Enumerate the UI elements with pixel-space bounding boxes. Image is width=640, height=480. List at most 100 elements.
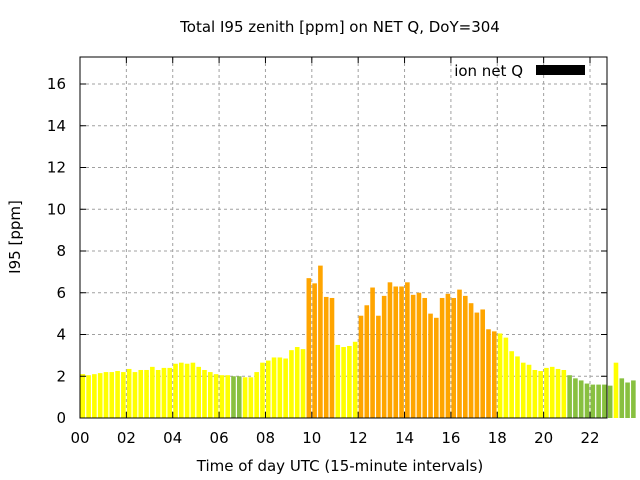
bar	[329, 297, 335, 418]
bar	[486, 329, 491, 418]
legend-swatch	[536, 65, 585, 75]
bar	[503, 337, 509, 418]
bar	[526, 364, 532, 418]
bar	[613, 362, 619, 418]
x-tick-label: 08	[256, 429, 275, 447]
x-tick-label: 00	[70, 429, 89, 447]
bar	[561, 369, 567, 418]
bar	[260, 362, 265, 418]
x-tick-label: 16	[441, 429, 460, 447]
x-tick-label: 14	[395, 429, 414, 447]
x-tick-label: 20	[534, 429, 553, 447]
bar	[231, 376, 236, 418]
bar	[144, 369, 149, 418]
chart-title: Total I95 zenith [ppm] on NET Q, DoY=304	[179, 18, 500, 36]
bar	[370, 287, 375, 418]
bar	[405, 282, 410, 418]
bar	[196, 366, 202, 418]
bar	[515, 356, 520, 418]
bar	[323, 296, 329, 418]
bar	[150, 366, 155, 418]
bar	[364, 305, 370, 418]
bar	[480, 309, 485, 418]
y-axis-ticks: 0 2 4 6 8 10 12 14 16	[47, 75, 607, 427]
x-tick-label: 04	[163, 429, 182, 447]
bar	[474, 312, 480, 418]
bar	[596, 384, 601, 418]
bar	[242, 377, 248, 418]
bar	[509, 351, 514, 418]
bar	[225, 375, 230, 418]
bar	[451, 297, 457, 418]
x-tick-label: 02	[117, 429, 136, 447]
x-tick-label: 22	[580, 429, 599, 447]
bar	[445, 293, 451, 418]
bar	[497, 333, 503, 418]
y-tick-label: 2	[56, 367, 66, 385]
bar	[434, 317, 439, 418]
bar	[306, 278, 312, 418]
bar	[161, 367, 167, 418]
bar	[584, 383, 590, 418]
bar	[625, 382, 630, 418]
bar	[219, 375, 225, 418]
x-axis-ticks: 00 02 04 06 08 10 12 14 16 18 20 22	[70, 57, 600, 447]
y-tick-label: 4	[56, 326, 66, 344]
y-axis-label: I95 [ppm]	[6, 200, 24, 274]
bar	[602, 384, 607, 418]
bar	[283, 358, 288, 418]
bar	[457, 289, 462, 418]
y-tick-label: 6	[56, 284, 66, 302]
bar	[115, 371, 120, 418]
x-tick-label: 18	[488, 429, 507, 447]
bar	[97, 373, 103, 418]
legend-label: ion net Q	[454, 62, 523, 80]
bar	[121, 372, 126, 418]
y-tick-label: 8	[56, 242, 66, 260]
bar	[376, 315, 381, 418]
bar	[236, 376, 242, 418]
bar	[468, 303, 474, 418]
bar	[491, 331, 497, 418]
bar	[387, 282, 393, 418]
bar	[347, 345, 352, 418]
bar	[271, 357, 277, 418]
grid-lines	[80, 57, 607, 418]
bar	[184, 363, 190, 418]
bar	[335, 344, 341, 418]
bar	[86, 375, 91, 418]
bar	[422, 297, 428, 418]
bar	[248, 377, 254, 418]
bar	[265, 360, 271, 418]
bar	[312, 283, 317, 418]
bar	[300, 349, 306, 418]
bar	[520, 362, 526, 418]
bar	[416, 292, 422, 418]
bar	[381, 295, 387, 418]
bar	[254, 372, 259, 418]
bar	[126, 368, 132, 418]
bar	[393, 286, 399, 418]
bar	[213, 374, 219, 418]
bar	[202, 369, 207, 418]
bar	[289, 350, 294, 418]
bar	[544, 367, 549, 418]
bar	[428, 313, 433, 419]
bar	[567, 375, 572, 418]
bar	[439, 297, 445, 418]
bar	[190, 362, 196, 418]
bar	[80, 374, 86, 418]
bar	[318, 265, 323, 418]
bar	[109, 372, 115, 418]
bar	[555, 368, 561, 418]
bar	[173, 363, 178, 418]
y-tick-label: 16	[47, 75, 66, 93]
bar	[92, 374, 97, 418]
x-axis-label: Time of day UTC (15-minute intervals)	[196, 457, 483, 475]
bar	[463, 295, 468, 418]
y-tick-label: 14	[47, 117, 66, 135]
bar	[103, 372, 109, 418]
bar	[590, 384, 596, 418]
bar	[179, 362, 184, 418]
